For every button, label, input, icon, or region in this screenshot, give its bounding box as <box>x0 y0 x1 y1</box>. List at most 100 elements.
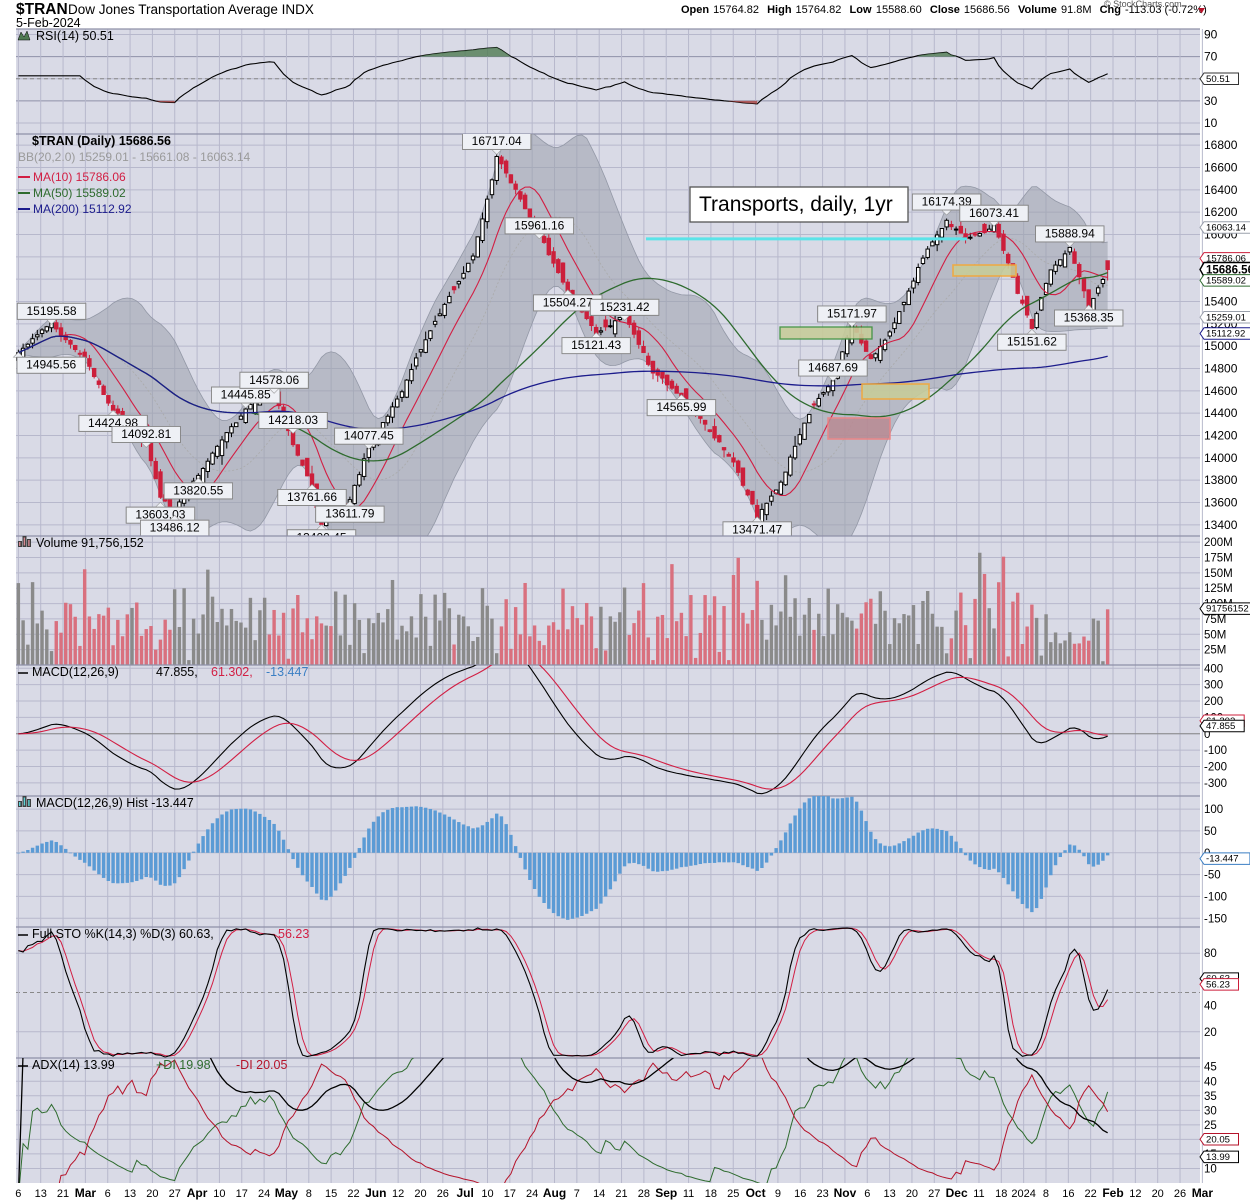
svg-text:91.8M: 91.8M <box>1061 4 1092 16</box>
svg-text:15259.01: 15259.01 <box>1206 312 1246 323</box>
svg-text:175M: 175M <box>1204 553 1233 565</box>
svg-text:50: 50 <box>1204 826 1217 838</box>
svg-text:16600: 16600 <box>1204 161 1238 175</box>
svg-text:16717.04: 16717.04 <box>472 134 522 148</box>
svg-text:22: 22 <box>1085 1188 1097 1200</box>
svg-text:16: 16 <box>1062 1188 1074 1200</box>
svg-text:13400: 13400 <box>1204 518 1238 532</box>
svg-text:Mar: Mar <box>75 1186 97 1200</box>
svg-text:50M: 50M <box>1204 629 1226 641</box>
svg-text:200M: 200M <box>1204 537 1233 549</box>
svg-text:28: 28 <box>638 1188 650 1200</box>
svg-text:RSI(14) 50.51: RSI(14) 50.51 <box>36 29 114 43</box>
svg-text:14565.99: 14565.99 <box>656 400 706 414</box>
svg-text:16: 16 <box>794 1188 806 1200</box>
svg-text:30: 30 <box>1204 94 1218 108</box>
svg-text:Mar: Mar <box>1192 1186 1214 1200</box>
svg-text:17: 17 <box>504 1188 516 1200</box>
svg-text:14578.06: 14578.06 <box>249 373 299 387</box>
svg-text:15504.27: 15504.27 <box>543 295 593 309</box>
svg-text:Volume: Volume <box>1018 4 1057 16</box>
svg-text:Aug: Aug <box>543 1186 566 1200</box>
svg-text:Sep: Sep <box>655 1186 677 1200</box>
svg-text:27: 27 <box>928 1188 940 1200</box>
svg-text:$TRAN (Daily) 15686.56: $TRAN (Daily) 15686.56 <box>32 134 171 148</box>
svg-text:12: 12 <box>1129 1188 1141 1200</box>
svg-text:24: 24 <box>258 1188 270 1200</box>
svg-text:47.855: 47.855 <box>1206 721 1235 732</box>
svg-text:Open: Open <box>681 4 709 16</box>
svg-text:150M: 150M <box>1204 568 1233 580</box>
svg-text:27: 27 <box>169 1188 181 1200</box>
svg-text:10: 10 <box>1204 1163 1217 1175</box>
svg-text:40: 40 <box>1204 1076 1217 1088</box>
svg-text:80: 80 <box>1204 948 1217 960</box>
svg-text:8: 8 <box>1043 1188 1049 1200</box>
svg-text:15588.60: 15588.60 <box>876 4 922 16</box>
svg-text:High: High <box>767 4 792 16</box>
svg-text:14445.85: 14445.85 <box>221 388 271 402</box>
svg-text:-13.447: -13.447 <box>266 665 308 679</box>
svg-text:21: 21 <box>57 1188 69 1200</box>
svg-text:15764.82: 15764.82 <box>796 4 842 16</box>
svg-text:10: 10 <box>213 1188 225 1200</box>
svg-text:15121.43: 15121.43 <box>571 338 621 352</box>
svg-text:25: 25 <box>1204 1120 1217 1132</box>
svg-text:-13.447: -13.447 <box>1206 854 1239 865</box>
svg-text:14945.56: 14945.56 <box>26 358 76 372</box>
svg-text:15: 15 <box>325 1188 337 1200</box>
svg-text:-50: -50 <box>1204 870 1221 882</box>
svg-text:20: 20 <box>146 1188 158 1200</box>
svg-text:6: 6 <box>864 1188 870 1200</box>
svg-text:16400: 16400 <box>1204 183 1238 197</box>
svg-text:200: 200 <box>1204 696 1223 708</box>
svg-text:13800: 13800 <box>1204 473 1238 487</box>
svg-text:14200: 14200 <box>1204 429 1238 443</box>
svg-text:13761.66: 13761.66 <box>287 490 337 504</box>
svg-text:100: 100 <box>1204 804 1223 816</box>
svg-text:21: 21 <box>615 1188 627 1200</box>
svg-text:40: 40 <box>1204 1001 1217 1013</box>
svg-text:Feb: Feb <box>1102 1186 1123 1200</box>
svg-text:ADX(14) 13.99: ADX(14) 13.99 <box>32 1058 115 1072</box>
svg-text:15195.58: 15195.58 <box>26 304 76 318</box>
svg-text:15151.62: 15151.62 <box>1007 335 1057 349</box>
svg-text:26: 26 <box>1174 1188 1186 1200</box>
svg-text:MA(200) 15112.92: MA(200) 15112.92 <box>33 202 132 216</box>
svg-text:MACD(12,26,9) Hist -13.447: MACD(12,26,9) Hist -13.447 <box>36 796 194 810</box>
svg-text:20: 20 <box>1204 1027 1217 1039</box>
svg-text:6: 6 <box>105 1188 111 1200</box>
svg-text:15589.02: 15589.02 <box>1206 275 1246 286</box>
svg-text:14092.81: 14092.81 <box>121 427 171 441</box>
svg-text:Jul: Jul <box>456 1186 473 1200</box>
svg-text:15888.94: 15888.94 <box>1045 226 1095 240</box>
svg-text:13.99: 13.99 <box>1206 1152 1230 1163</box>
svg-text:14600: 14600 <box>1204 384 1238 398</box>
svg-text:50.51: 50.51 <box>1206 74 1230 85</box>
svg-text:16073.41: 16073.41 <box>969 206 1019 220</box>
svg-text:11: 11 <box>683 1188 694 1200</box>
svg-text:24: 24 <box>526 1188 538 1200</box>
svg-text:Low: Low <box>850 4 872 16</box>
svg-text:18: 18 <box>705 1188 717 1200</box>
svg-text:Transports, daily, 1yr: Transports, daily, 1yr <box>699 193 893 216</box>
svg-text:15764.82: 15764.82 <box>713 4 759 16</box>
svg-text:Close: Close <box>930 4 960 16</box>
svg-text:5-Feb-2024: 5-Feb-2024 <box>16 16 81 30</box>
svg-text:14400: 14400 <box>1204 406 1238 420</box>
svg-text:20.05: 20.05 <box>1206 1134 1230 1145</box>
svg-text:35: 35 <box>1204 1091 1217 1103</box>
svg-text:MACD(12,26,9): MACD(12,26,9) <box>32 665 119 679</box>
svg-text:11: 11 <box>973 1188 984 1200</box>
svg-text:45: 45 <box>1204 1062 1217 1074</box>
svg-text:15686.56: 15686.56 <box>964 4 1010 16</box>
svg-text:BB(20,2.0) 15259.01 - 15661.08: BB(20,2.0) 15259.01 - 15661.08 - 16063.1… <box>18 150 251 164</box>
svg-text:Dow Jones Transportation Avera: Dow Jones Transportation Average INDX <box>68 2 314 17</box>
svg-text:15231.42: 15231.42 <box>600 300 650 314</box>
svg-text:16800: 16800 <box>1204 138 1238 152</box>
svg-text:18: 18 <box>995 1188 1007 1200</box>
svg-text:13471.47: 13471.47 <box>732 522 782 536</box>
svg-text:13820.55: 13820.55 <box>173 483 223 497</box>
svg-text:-DI 20.05: -DI 20.05 <box>236 1058 287 1072</box>
svg-text:25: 25 <box>727 1188 739 1200</box>
